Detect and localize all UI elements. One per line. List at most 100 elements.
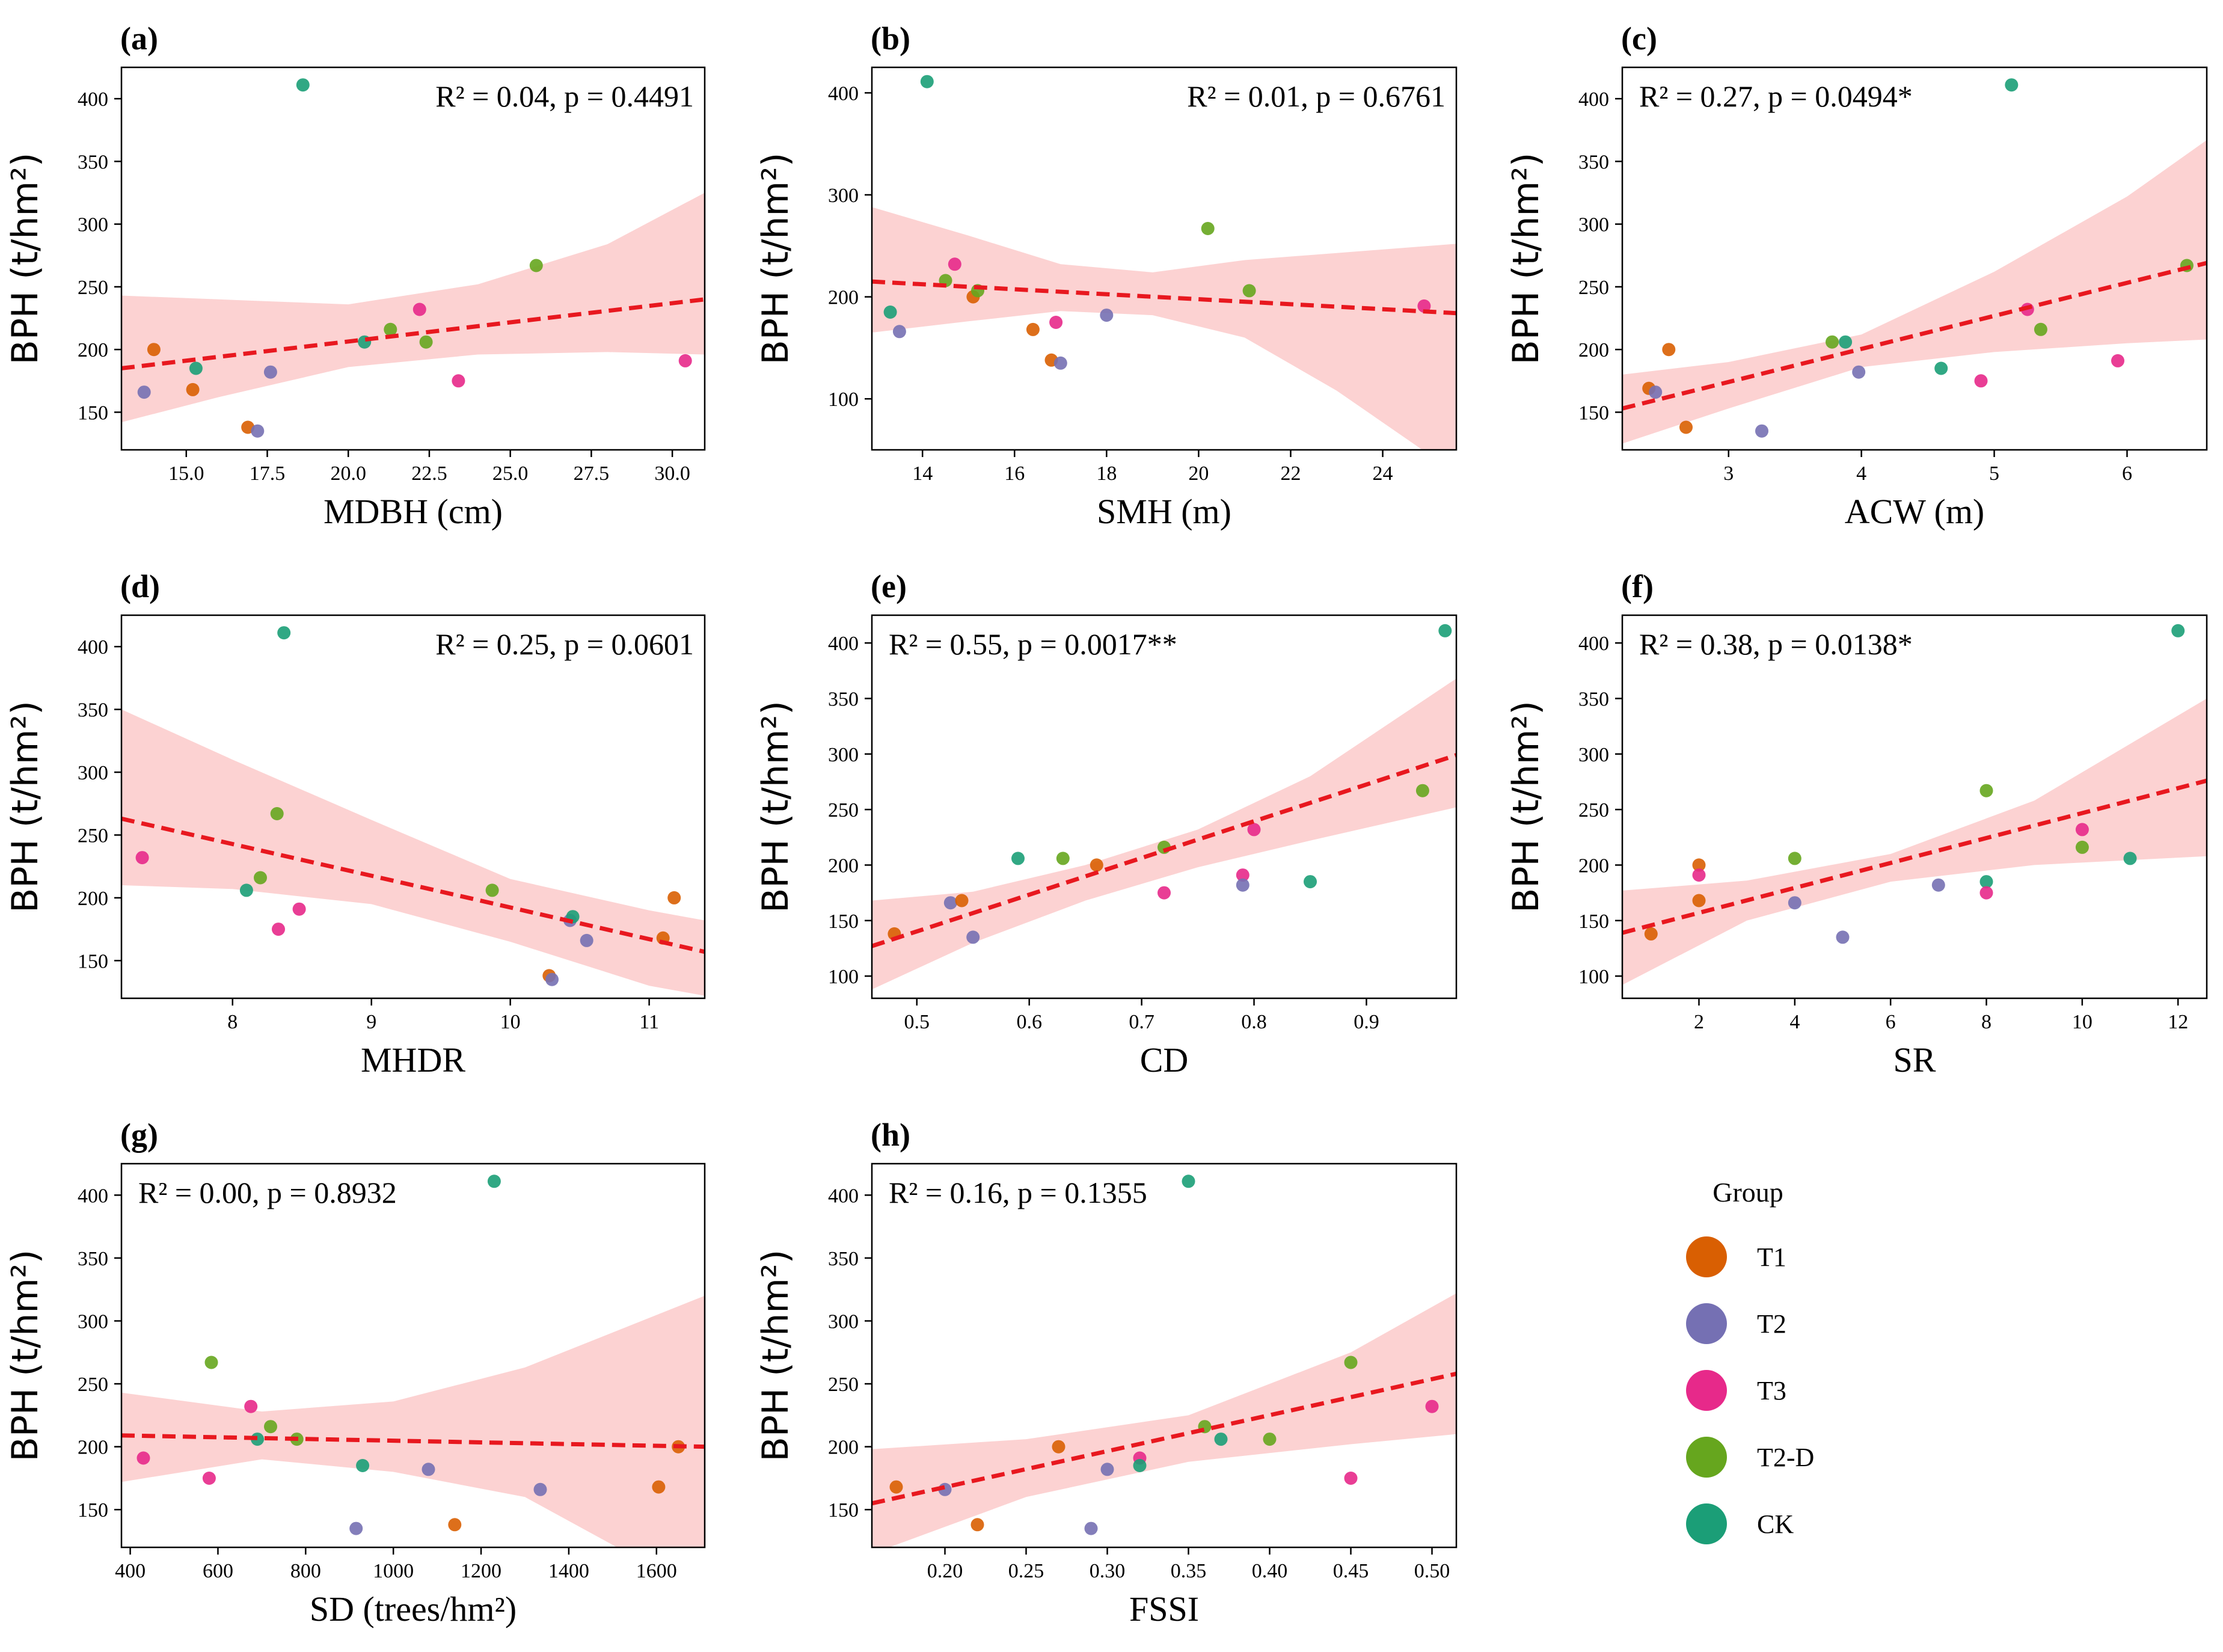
x-tick-label: 0.8 <box>1241 1011 1267 1033</box>
data-point-t2-d <box>1788 852 1801 865</box>
data-point-ck <box>1304 875 1317 889</box>
confidence-band <box>121 1295 705 1547</box>
legend-label: T3 <box>1757 1376 1786 1405</box>
data-point-t2 <box>1755 424 1768 438</box>
group-legend: Group T1 T2 T3 T2-D CK <box>1686 1177 1814 1544</box>
plot-area <box>1622 624 2207 985</box>
x-tick-label: 10 <box>2072 1011 2093 1033</box>
x-tick-label: 1400 <box>548 1560 589 1582</box>
panel-c: 3 4 5 6 150 200 250 300 350 400 ACW (m) BPH (t/hm²)… <box>1505 20 2208 531</box>
y-tick-label: 400 <box>828 1185 859 1207</box>
data-point-t1 <box>1052 1440 1066 1454</box>
y-axis-label: BPH (t/hm²) <box>4 1250 46 1462</box>
y-tick-label: 400 <box>828 633 859 655</box>
plot-frame <box>871 1162 1458 1549</box>
data-point-ck <box>883 306 897 319</box>
y-tick-label: 300 <box>78 1310 108 1333</box>
x-tick-label: 11 <box>639 1011 659 1033</box>
data-point-t2 <box>1053 356 1067 370</box>
data-point-ck <box>2005 78 2019 92</box>
x-tick-label: 12 <box>2168 1011 2188 1033</box>
data-point-t2 <box>349 1521 363 1535</box>
plot-area <box>872 75 1456 450</box>
y-tick-label: 100 <box>828 966 859 988</box>
plot-frame <box>1621 66 2208 451</box>
data-point-t3 <box>412 302 426 316</box>
data-point-t2 <box>1084 1521 1098 1535</box>
x-tick-label: 30.0 <box>654 462 690 485</box>
panel-g: 400 600 800 1000 1200 1400 1600 150 200 250 300 350… <box>4 1117 706 1629</box>
legend-item-t2: T2 <box>1686 1303 1786 1344</box>
x-tick-label: 0.5 <box>904 1011 930 1033</box>
x-tick-label: 20.0 <box>330 462 366 485</box>
y-tick-label: 200 <box>1578 855 1609 877</box>
data-point-t3 <box>292 902 306 916</box>
data-point-t3 <box>452 374 465 388</box>
data-point-t2 <box>1236 878 1249 892</box>
data-point-t2 <box>533 1482 547 1496</box>
y-tick-label: 200 <box>828 1437 859 1459</box>
x-axis-label: MDBH (cm) <box>323 492 503 531</box>
data-point-t1 <box>970 1518 984 1532</box>
y-tick-label: 100 <box>828 388 859 411</box>
panel-letter: (b) <box>871 20 910 57</box>
regression-line <box>872 279 1456 316</box>
data-point-t2-d <box>1415 784 1429 797</box>
y-tick-label: 300 <box>78 762 108 784</box>
y-tick-label: 150 <box>78 402 108 424</box>
x-axis-label: CD <box>1140 1040 1189 1079</box>
x-tick-label: 15.0 <box>168 462 204 485</box>
x-axis-label: SMH (m) <box>1097 492 1231 531</box>
legend-item-ck: CK <box>1686 1503 1794 1544</box>
data-point-ck <box>1214 1432 1228 1446</box>
x-tick-label: 0.35 <box>1171 1560 1207 1582</box>
x-tick-label: 9 <box>366 1011 376 1033</box>
data-point-ck <box>2171 624 2185 637</box>
panel-letter: (c) <box>1621 20 1657 57</box>
data-point-ck <box>1133 1459 1147 1472</box>
y-tick-label: 400 <box>78 1185 108 1207</box>
y-tick-label: 300 <box>78 214 108 236</box>
x-tick-label: 22.5 <box>411 462 447 485</box>
confidence-band <box>872 1293 1456 1547</box>
y-tick-label: 150 <box>828 910 859 933</box>
legend-item-t3: T3 <box>1686 1370 1786 1411</box>
x-tick-label: 0.7 <box>1129 1011 1154 1033</box>
data-point-t1 <box>1679 420 1693 434</box>
legend-marker <box>1686 1370 1727 1411</box>
x-tick-label: 4 <box>1856 462 1866 485</box>
panel-letter: (e) <box>871 568 907 604</box>
regression-line <box>872 753 1456 948</box>
y-tick-label: 350 <box>78 699 108 722</box>
y-tick-label: 350 <box>828 688 859 710</box>
data-point-t1 <box>1692 858 1706 872</box>
y-axis-label: BPH (t/hm²) <box>755 153 797 365</box>
data-point-t3 <box>1417 299 1431 313</box>
legend-label: T1 <box>1757 1242 1786 1272</box>
x-tick-label: 27.5 <box>574 462 610 485</box>
x-tick-label: 400 <box>115 1560 146 1582</box>
x-tick-label: 800 <box>290 1560 321 1582</box>
x-tick-label: 16 <box>1004 462 1025 485</box>
data-point-t3 <box>202 1472 216 1485</box>
x-tick-label: 0.30 <box>1090 1560 1126 1582</box>
data-point-ck <box>356 1459 370 1472</box>
data-point-ck <box>1182 1175 1195 1188</box>
x-tick-label: 0.45 <box>1333 1560 1369 1582</box>
data-point-t2-d <box>1242 284 1256 298</box>
regression-line <box>121 816 705 954</box>
data-point-t2 <box>966 930 980 944</box>
data-point-t2-d <box>264 1420 277 1434</box>
panel-e: 0.5 0.6 0.7 0.8 0.9 100 150 200 250 300 350 400 CD BP… <box>755 568 1458 1079</box>
confidence-band <box>1622 698 2207 985</box>
x-tick-label: 2 <box>1694 1011 1704 1033</box>
confidence-band <box>1622 140 2207 444</box>
data-point-t3 <box>244 1399 258 1413</box>
x-tick-label: 10 <box>500 1011 521 1033</box>
x-tick-label: 14 <box>912 462 933 485</box>
data-point-t2-d <box>254 871 267 885</box>
x-tick-label: 6 <box>1886 1011 1896 1033</box>
x-tick-label: 0.20 <box>927 1560 963 1582</box>
legend-marker <box>1686 1236 1727 1277</box>
x-tick-label: 600 <box>203 1560 233 1582</box>
